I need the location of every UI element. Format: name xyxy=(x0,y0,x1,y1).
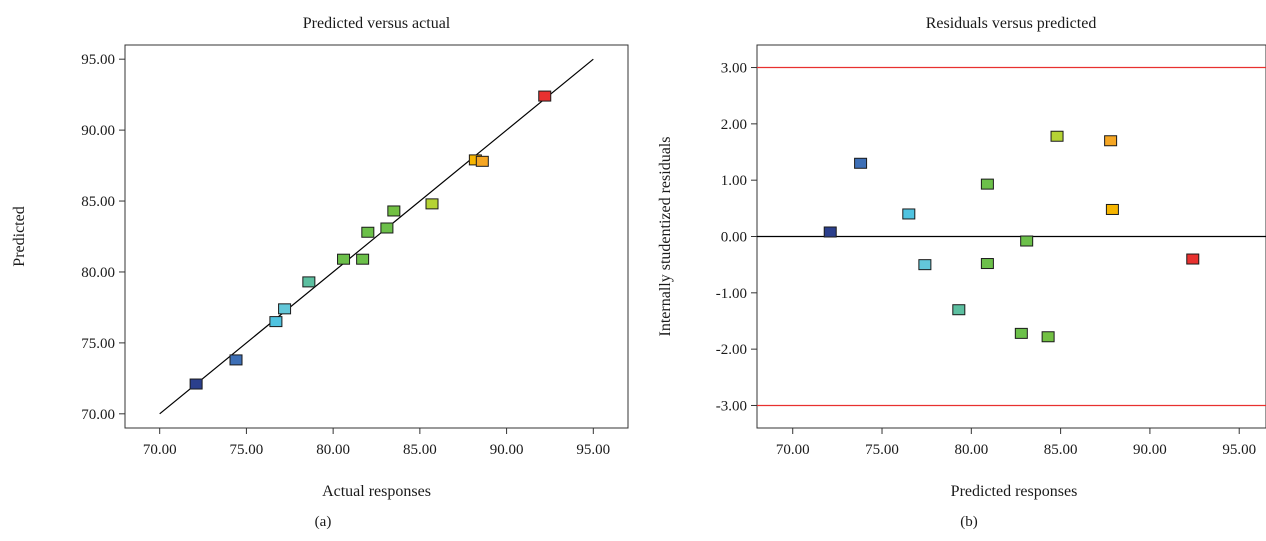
caption-a: (a) xyxy=(315,514,332,530)
data-point xyxy=(538,90,552,102)
data-point xyxy=(1014,327,1028,339)
y-ticks-b: -3.00 -2.00 -1.00 0.00 1.00 2.00 3.00 xyxy=(716,61,757,414)
x-tick-label: 70.00 xyxy=(776,442,810,458)
data-point xyxy=(229,354,243,366)
data-point xyxy=(425,198,439,210)
data-point xyxy=(1041,331,1055,343)
x-tick-label: 80.00 xyxy=(316,442,350,458)
y-tick-label: 90.00 xyxy=(81,123,115,139)
y-axis-label-a: Predicted xyxy=(11,206,28,266)
x-tick-label: 90.00 xyxy=(490,442,524,458)
y-tick-label: 0.00 xyxy=(721,230,747,246)
lines-b xyxy=(757,66,1266,407)
data-point xyxy=(302,276,316,288)
data-point xyxy=(361,226,375,238)
x-tick-label: 75.00 xyxy=(865,442,899,458)
y-tick-label: 70.00 xyxy=(81,407,115,423)
data-point xyxy=(980,258,994,270)
caption-b: (b) xyxy=(960,514,978,530)
y-axis-label-b: Internally studentized residuals xyxy=(657,137,674,337)
x-axis-label-a: Actual responses xyxy=(322,483,431,500)
x-tick-label: 90.00 xyxy=(1133,442,1167,458)
x-tick-label: 85.00 xyxy=(1044,442,1078,458)
data-point xyxy=(1105,203,1119,215)
x-tick-label: 95.00 xyxy=(1222,442,1256,458)
data-point xyxy=(952,304,966,316)
x-tick-label: 85.00 xyxy=(403,442,437,458)
data-point xyxy=(1020,235,1034,247)
y-tick-label: 75.00 xyxy=(81,336,115,352)
y-tick-label: 95.00 xyxy=(81,52,115,68)
y-tick-label: -1.00 xyxy=(716,286,747,302)
x-ticks-b: 70.00 75.00 80.00 85.00 90.00 95.00 xyxy=(776,428,1256,458)
x-tick-label: 75.00 xyxy=(230,442,264,458)
chart-title-a: Predicted versus actual xyxy=(303,15,451,32)
data-point xyxy=(387,205,401,217)
x-ticks-a: 70.00 75.00 80.00 85.00 90.00 95.00 xyxy=(143,428,610,458)
y-tick-label: 1.00 xyxy=(721,173,747,189)
data-point xyxy=(918,259,932,271)
panel-a-chart: Predicted versus actual Actual responses… xyxy=(11,15,629,530)
x-axis-label-b: Predicted responses xyxy=(951,483,1078,500)
data-point xyxy=(1104,135,1118,147)
data-point xyxy=(1186,253,1200,265)
points-b xyxy=(823,130,1200,343)
data-point xyxy=(189,378,203,390)
data-point xyxy=(269,316,283,328)
points-a xyxy=(189,90,552,390)
data-point xyxy=(854,157,868,169)
data-point xyxy=(1050,130,1064,142)
data-point xyxy=(980,178,994,190)
y-tick-label: -2.00 xyxy=(716,342,747,358)
y-tick-label: 80.00 xyxy=(81,265,115,281)
data-point xyxy=(902,208,916,220)
y-tick-label: 3.00 xyxy=(721,61,747,77)
y-tick-label: 2.00 xyxy=(721,117,747,133)
y-tick-label: 85.00 xyxy=(81,194,115,210)
data-point xyxy=(356,253,370,265)
y-ticks-a: 70.00 75.00 80.00 85.00 90.00 95.00 xyxy=(81,52,125,423)
x-tick-label: 80.00 xyxy=(954,442,988,458)
panel-b-chart: Residuals versus predicted Predicted res… xyxy=(657,15,1266,530)
x-tick-label: 95.00 xyxy=(576,442,610,458)
data-point xyxy=(337,253,351,265)
y-tick-label: -3.00 xyxy=(716,398,747,414)
data-point xyxy=(278,303,292,315)
x-tick-label: 70.00 xyxy=(143,442,177,458)
chart-title-b: Residuals versus predicted xyxy=(926,15,1097,32)
data-point xyxy=(823,226,837,238)
data-point xyxy=(380,222,394,234)
data-point xyxy=(475,155,489,167)
